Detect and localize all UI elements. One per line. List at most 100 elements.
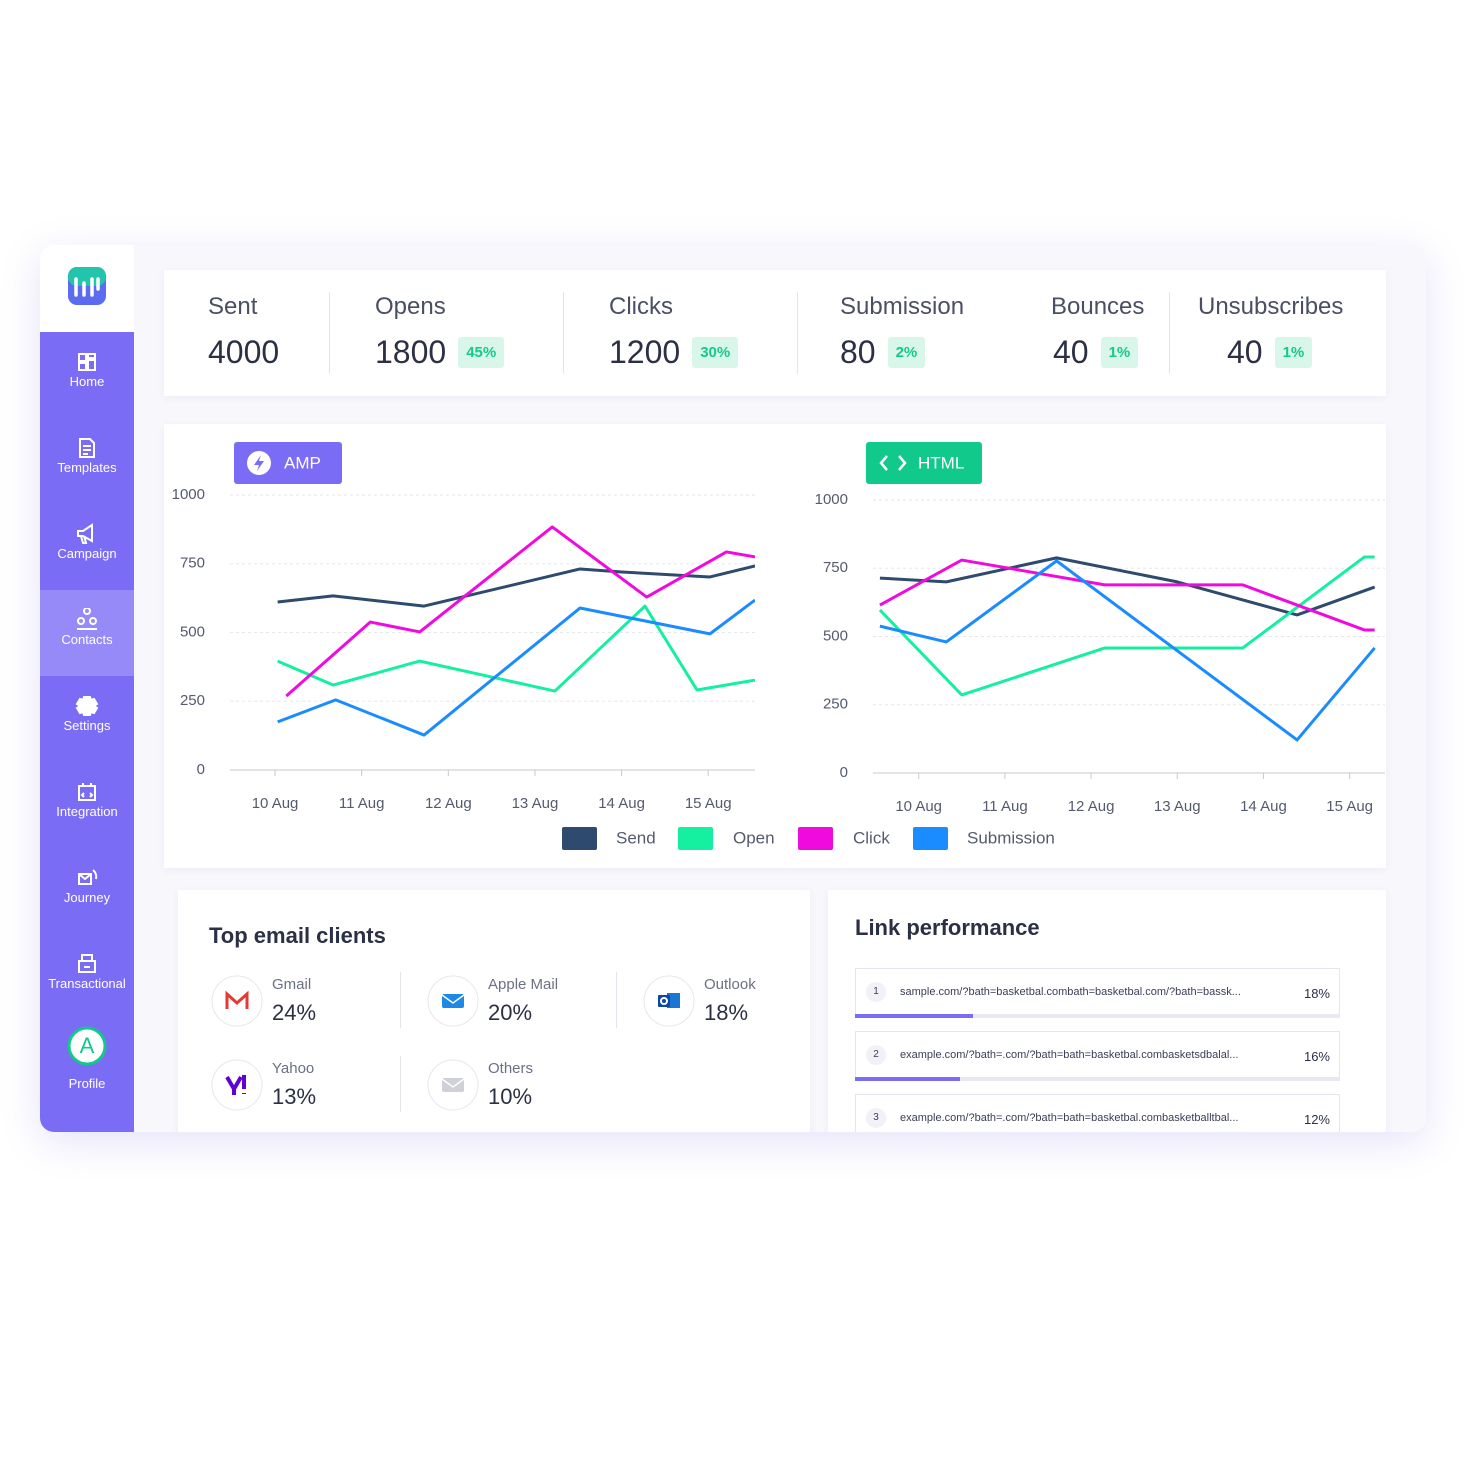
nav-icon <box>75 696 99 716</box>
stat-label: Submission <box>840 293 965 320</box>
legend-swatch <box>913 827 948 850</box>
logo <box>68 267 106 305</box>
nav-icon <box>78 353 96 371</box>
nav-icon <box>78 954 96 973</box>
nav-item-label[interactable]: Templates <box>57 460 117 475</box>
nav-item-label[interactable]: Contacts <box>61 632 113 647</box>
nav-icon <box>79 438 95 458</box>
nav-item-label[interactable]: Settings <box>63 718 111 733</box>
progress-track <box>855 1014 1340 1018</box>
series-line <box>277 564 755 608</box>
link-share: 18% <box>1303 986 1330 1001</box>
active-item-highlight <box>40 590 134 676</box>
divider <box>797 292 798 374</box>
client-name: Others <box>488 1060 534 1077</box>
nav-item-label[interactable]: Home <box>69 374 105 389</box>
x-tick-label: 13 Aug <box>1154 798 1201 815</box>
stat-row: 40 1% <box>1053 334 1139 371</box>
link-rank: 3 <box>866 1108 886 1128</box>
stat-rate: 30% <box>692 337 739 368</box>
stat-rate: 1% <box>1274 337 1313 368</box>
client-logo <box>211 1059 263 1111</box>
section-title: Top email clients <box>209 923 386 948</box>
client-logo-glyph <box>225 990 249 1009</box>
nav-item-label[interactable]: Journey <box>63 890 111 905</box>
divider <box>400 1056 401 1112</box>
nav-icon <box>78 783 96 801</box>
link-row[interactable]: 3 example.com/?bath=.com/?bath=bath=baske… <box>855 1094 1340 1132</box>
html-badge-label[interactable]: HTML <box>918 453 964 472</box>
x-tick-label: 13 Aug <box>512 795 559 812</box>
link-performance-card: Link performance 1 sample.com/?bath=baske… <box>828 890 1386 1132</box>
nav-item-label[interactable]: Transactional <box>48 976 126 991</box>
legend-swatch <box>562 827 597 850</box>
legend-label[interactable]: Click <box>853 828 890 847</box>
client-logo <box>211 975 263 1027</box>
legend-swatch <box>798 827 833 850</box>
nav-item-label[interactable]: Integration <box>56 804 118 819</box>
link-rank: 1 <box>866 982 886 1002</box>
nav-icon-glyph <box>78 783 96 801</box>
y-tick-label: 0 <box>840 764 848 781</box>
x-tick-label: 10 Aug <box>252 795 299 812</box>
y-tick-label: 750 <box>180 555 205 572</box>
client-logo-glyph <box>441 1078 465 1092</box>
stat-row: 80 2% <box>840 334 926 371</box>
amp-badge-label[interactable]: AMP <box>284 453 321 472</box>
client-name: Gmail <box>272 976 312 993</box>
y-tick-label: 250 <box>180 692 205 709</box>
logo-area <box>40 245 134 332</box>
divider <box>616 972 617 1028</box>
series-line <box>879 558 1375 632</box>
client-name: Outlook <box>704 976 756 993</box>
client-logo <box>427 975 479 1027</box>
legend-label[interactable]: Open <box>733 828 775 847</box>
nav-icon <box>77 608 98 630</box>
client-logo-glyph <box>658 993 680 1008</box>
link-url: example.com/?bath=.com/?bath=bath=basket… <box>900 1112 1239 1124</box>
nav-icon-glyph <box>78 954 96 973</box>
nav-icon-glyph <box>77 523 93 544</box>
email-clients-card: Top email clients Gmail 24% Apple Mail 20% O… <box>178 890 810 1132</box>
stat-label: Opens <box>375 293 446 320</box>
divider <box>329 292 330 374</box>
sidebar: Home Templates Campaign Contacts Settings Int… <box>40 332 134 1132</box>
html-badge[interactable] <box>866 442 982 484</box>
stat-value: 40 <box>1227 334 1263 370</box>
progress-bar <box>855 1077 960 1081</box>
stat-value: 1800 <box>375 334 447 370</box>
profile-avatar[interactable]: A <box>40 1024 134 1068</box>
stat-value: 80 <box>840 334 876 370</box>
client-name: Yahoo <box>272 1060 315 1077</box>
x-tick-label: 11 Aug <box>339 795 385 812</box>
y-tick-label: 500 <box>823 627 848 644</box>
legend-label[interactable]: Submission <box>967 828 1055 847</box>
nav-item-label[interactable]: Campaign <box>57 546 117 561</box>
client-share: 10% <box>488 1084 533 1109</box>
stats-card: Sent 4000 Opens 1800 45% Clicks 1200 30% Submiss… <box>164 270 1386 396</box>
client-name: Apple Mail <box>488 976 559 993</box>
link-share: 16% <box>1303 1049 1330 1064</box>
x-tick-label: 12 Aug <box>425 795 472 812</box>
nav-icon <box>78 869 98 885</box>
stat-row: 40 1% <box>1227 334 1313 371</box>
client-share: 24% <box>272 1000 317 1025</box>
link-row[interactable]: 1 sample.com/?bath=basketbal.combath=bask… <box>855 968 1340 1016</box>
charts: AMP HTML 0 250 500 750 1000 10 Aug 11 Aug 12 Au… <box>172 442 1385 850</box>
legend-label[interactable]: Send <box>616 828 656 847</box>
y-tick-label: 0 <box>197 761 205 778</box>
link-url: example.com/?bath=.com/?bath=bath=basket… <box>900 1049 1239 1061</box>
y-tick-label: 1000 <box>172 486 205 503</box>
link-row[interactable]: 2 example.com/?bath=.com/?bath=bath=baske… <box>855 1031 1340 1079</box>
stat-label: Clicks <box>609 293 673 320</box>
series-line <box>879 559 1376 742</box>
avatar-initial: A <box>80 1033 95 1058</box>
nav-icon-glyph <box>78 869 98 885</box>
amp-icon-bolt <box>254 455 264 471</box>
stat-rate: 1% <box>1100 337 1139 368</box>
nav-icon-glyph <box>75 696 99 716</box>
nav-item-label[interactable]: Profile <box>68 1076 106 1091</box>
series-line <box>878 555 1375 697</box>
stat-value: 40 <box>1053 334 1089 370</box>
